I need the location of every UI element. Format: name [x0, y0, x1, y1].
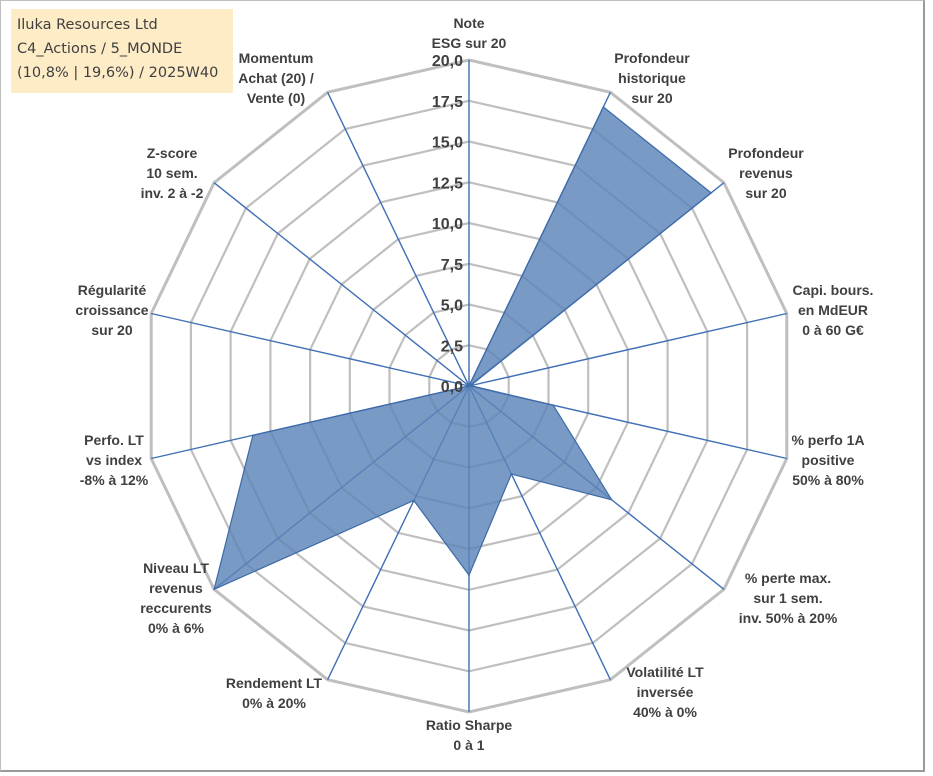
category-label-11: Régularité croissance sur 20 [75, 282, 148, 338]
category-label-0: Note ESG sur 20 [432, 15, 507, 51]
company-name: Iluka Resources Ltd [17, 17, 158, 33]
series-point-1 [602, 106, 605, 108]
spoke-12 [213, 182, 470, 387]
spoke-13 [326, 91, 470, 387]
category-label-5: % perte max. sur 1 sem. inv. 50% à 20% [739, 570, 838, 626]
category-label-4: % perfo 1A positive 50% à 80% [791, 432, 864, 488]
series-area-0 [213, 106, 712, 590]
category-label-8: Rendement LT 0% à 20% [226, 675, 323, 711]
series-point-5 [610, 499, 613, 501]
category-label-13: Momentum Achat (20) / Vente (0) [238, 50, 314, 106]
series-point-13 [468, 385, 470, 387]
series-point-10 [252, 434, 254, 437]
series-area-layer [213, 106, 712, 591]
tick-label-3: 7,5 [441, 257, 463, 274]
series-point-7 [468, 574, 470, 576]
tick-label-6: 15,0 [432, 135, 463, 152]
category-label-7: Ratio Sharpe 0 à 1 [426, 717, 513, 753]
category-label-layer: Note ESG sur 20 Profondeur historique sur 20… [75, 15, 873, 753]
info-box: Iluka Resources Ltd C4_Actions / 5_MONDE… [11, 9, 233, 93]
tick-label-8: 20,0 [432, 53, 463, 70]
category-label-2: Profondeur revenus sur 20 [728, 145, 804, 201]
tick-label-1: 2,5 [441, 338, 463, 355]
category-label-10: Perfo. LT vs index -8% à 12% [80, 432, 149, 488]
category-label-3: Capi. bours. en MdEUR 0 à 60 G€ [793, 282, 874, 338]
tick-label-4: 10,0 [432, 216, 463, 233]
series-point-3 [469, 384, 472, 387]
tick-label-2: 5,0 [441, 298, 463, 315]
tick-label-0: 0,0 [441, 379, 463, 396]
series-point-8 [413, 499, 415, 502]
spoke-3 [468, 312, 787, 387]
tick-label-7: 17,5 [432, 94, 463, 111]
category-label-1: Profondeur historique sur 20 [614, 50, 690, 106]
series-point-9 [213, 588, 215, 591]
spoke-11 [151, 312, 470, 387]
series-point-4 [552, 404, 554, 407]
performance-stats: (10,8% | 19,6%) / 2025W40 [17, 65, 219, 81]
tick-label-layer: 0,0 2,5 5,0 7,5 10,0 12,5 15,0 17,5 20,0 [432, 53, 463, 396]
series-point-6 [510, 473, 513, 475]
series-point-2 [710, 192, 712, 194]
category-label-9: Niveau LT revenus reccurents 0% à 6% [140, 560, 212, 636]
category-label-12: Z-score 10 sem. inv. 2 à -2 [141, 145, 204, 201]
tick-label-5: 12,5 [432, 175, 463, 192]
portfolio-path: C4_Actions / 5_MONDE [17, 41, 183, 57]
category-label-6: Volatilité LT inversée 40% à 0% [626, 664, 704, 720]
